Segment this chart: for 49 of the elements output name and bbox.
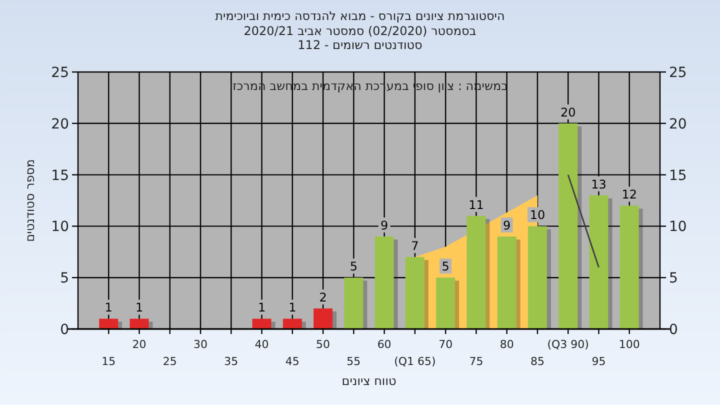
data-label: 20: [560, 105, 576, 120]
y-axis-title: מספר סטודנטים: [23, 159, 37, 242]
y-tick-label: 25: [51, 65, 69, 81]
x-tick-label: (Q3 90): [547, 338, 589, 351]
data-label: 11: [468, 198, 484, 212]
data-label: 1: [135, 300, 144, 315]
data-label: 5: [442, 260, 450, 274]
x-tick-label: 15: [102, 355, 116, 368]
x-tick-label: 45: [285, 355, 300, 368]
x-tick-label: 55: [346, 355, 361, 368]
data-label: 10: [530, 208, 546, 222]
y2-tick-label: 10: [669, 219, 687, 236]
x-tick-label: 25: [162, 355, 177, 368]
x-tick-label: 30: [194, 338, 208, 351]
chart-subtitle: בסמסטר (02/2020) סמסטר אביב 2020/21 סטודנטים רשומים - 112: [244, 24, 476, 52]
y-tick-label: 5: [60, 270, 69, 287]
data-label: 1: [104, 300, 112, 315]
data-label: 1: [288, 300, 296, 315]
data-label: 1: [258, 300, 266, 315]
y2-tick-label: 5: [669, 270, 678, 287]
y-tick-label: 0: [60, 322, 69, 338]
x-tick-label: 60: [377, 338, 392, 351]
x-tick-label: 80: [500, 338, 514, 351]
y2-tick-label: 20: [669, 116, 687, 132]
x-axis-title: טווח ציונים: [342, 374, 396, 388]
x-tick-label: (Q1 65): [394, 355, 436, 368]
x-tick-label: 85: [530, 355, 544, 368]
data-label: 2: [319, 290, 327, 304]
x-tick-label: 50: [316, 338, 330, 351]
x-tick-label: 40: [254, 338, 269, 351]
y-tick-label: 15: [51, 168, 69, 184]
data-label: 9: [380, 218, 388, 232]
y-tick-label: 20: [51, 116, 69, 132]
x-tick-label: 70: [438, 338, 453, 351]
x-tick-label: 95: [592, 355, 606, 368]
data-label: 12: [622, 188, 638, 202]
x-tick-label: 35: [224, 355, 238, 368]
chart-title: היסטוגרמת ציונים בקורס - מבוא להנדסה כימית וביוכימית: [215, 9, 505, 23]
y-tick-label: 10: [51, 219, 69, 236]
data-label: 7: [411, 239, 419, 254]
y2-tick-label: 0: [669, 322, 678, 338]
x-tick-label: 75: [469, 355, 484, 368]
x-tick-label: 100: [618, 338, 640, 351]
x-tick-label: 20: [132, 338, 146, 351]
y2-tick-label: 15: [669, 168, 687, 184]
data-label: 13: [591, 177, 606, 192]
data-label: 9: [503, 218, 511, 232]
data-label: 5: [350, 260, 358, 274]
y2-tick-label: 25: [669, 65, 687, 81]
